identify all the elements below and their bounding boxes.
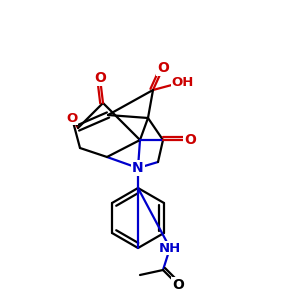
Text: O: O <box>94 71 106 85</box>
Text: O: O <box>172 278 184 292</box>
Text: NH: NH <box>159 242 181 254</box>
Text: O: O <box>157 61 169 75</box>
Text: O: O <box>184 133 196 147</box>
Text: O: O <box>66 112 78 124</box>
Text: N: N <box>132 161 144 175</box>
Text: OH: OH <box>172 76 194 88</box>
